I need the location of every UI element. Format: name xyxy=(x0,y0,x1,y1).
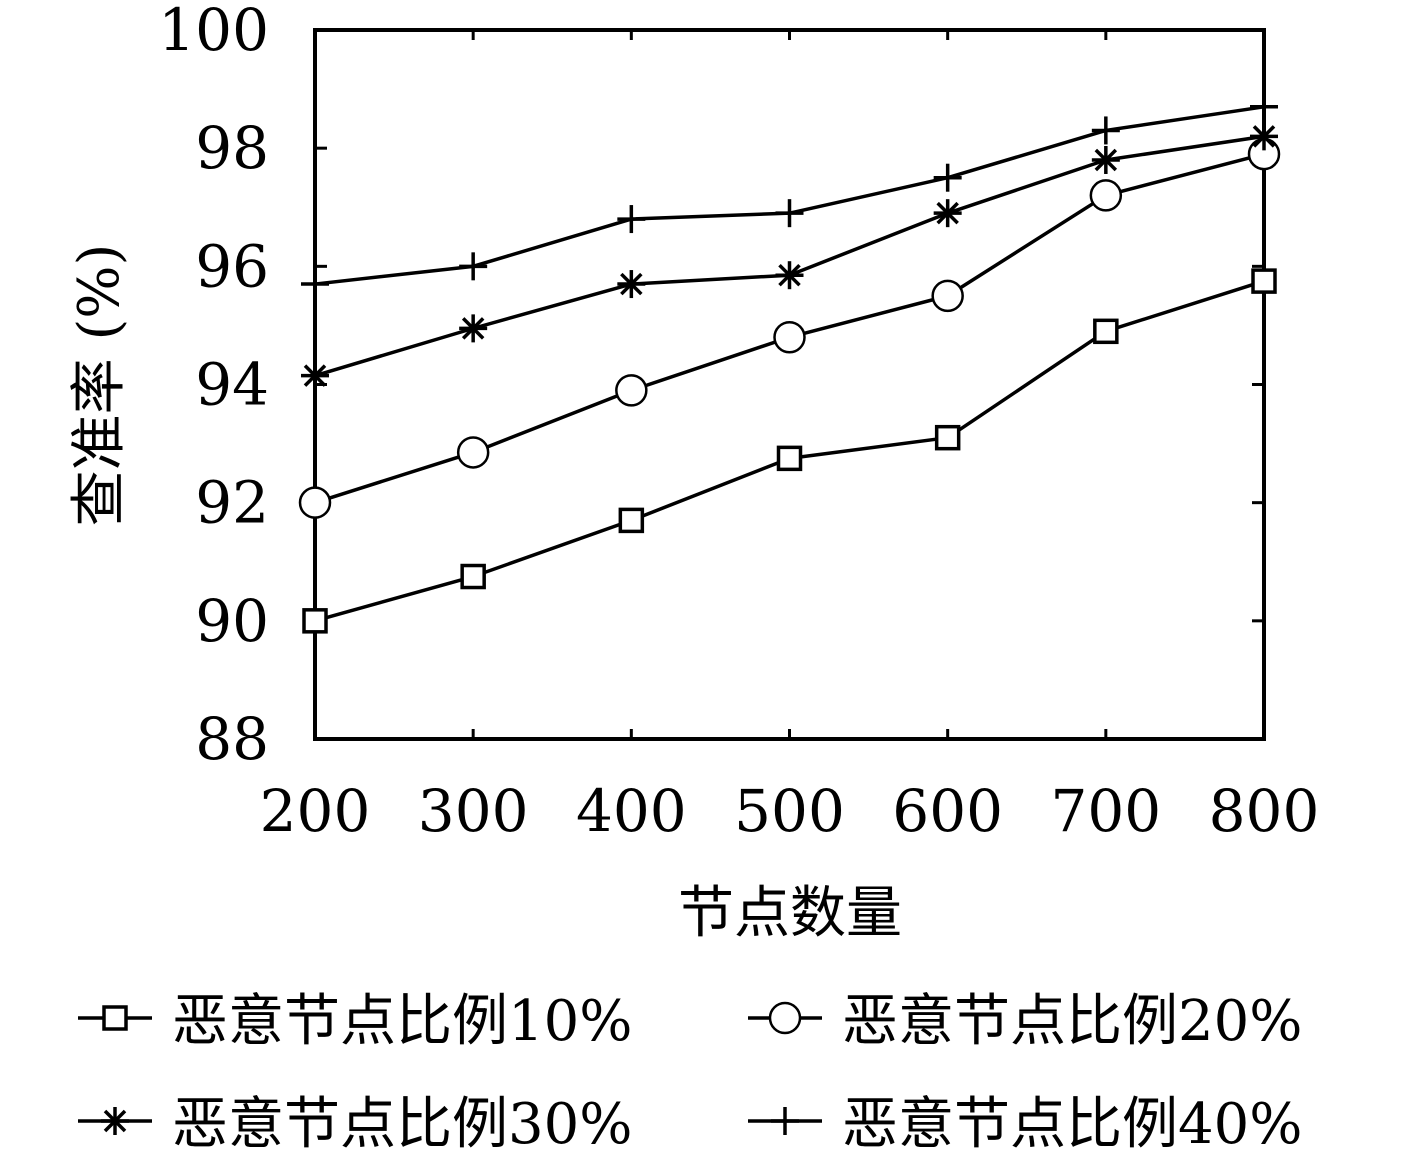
y-tick-label: 88 xyxy=(195,705,269,773)
legend-marker xyxy=(771,1107,799,1135)
data-point xyxy=(1091,145,1120,174)
x-tick-label: 400 xyxy=(576,777,687,845)
legend-label: 恶意节点比例30% xyxy=(172,1092,632,1157)
legend-label: 恶意节点比例20% xyxy=(842,989,1302,1054)
x-tick-label: 300 xyxy=(418,777,529,845)
data-point xyxy=(302,608,328,634)
data-point xyxy=(933,163,962,192)
data-point xyxy=(301,361,329,390)
legend-label: 恶意节点比例10% xyxy=(172,989,632,1054)
y-tick-label: 100 xyxy=(158,0,269,64)
series-3 xyxy=(301,122,1278,390)
data-point xyxy=(298,486,332,519)
legend-marker xyxy=(101,1107,129,1135)
y-tick-label: 92 xyxy=(195,469,269,537)
legend: 恶意节点比例10% 恶意节点比例20% 恶意节点比例30% 恶意节点比例40% xyxy=(78,989,1302,1157)
series-4 xyxy=(301,92,1278,299)
x-tick-label: 800 xyxy=(1209,777,1320,845)
y-tick-label: 98 xyxy=(195,114,269,182)
data-point xyxy=(1091,116,1120,145)
data-point xyxy=(1093,318,1119,345)
x-tick-label: 200 xyxy=(260,777,371,845)
data-point xyxy=(301,270,329,299)
y-axis-title: 查准率 (%) xyxy=(67,244,132,527)
legend-item-3: 恶意节点比例30% xyxy=(78,1092,632,1157)
y-tick-label: 96 xyxy=(195,232,269,300)
data-point xyxy=(934,424,961,451)
data-point xyxy=(1089,179,1123,212)
data-point xyxy=(460,563,486,590)
data-point xyxy=(931,279,964,313)
data-point xyxy=(617,205,646,234)
legend-label: 恶意节点比例40% xyxy=(842,1092,1302,1157)
plot-area: 200 300 400 500 600 700 800 88 90 92 94 96 98 100 xyxy=(158,0,1319,845)
legend-item-4: 恶意节点比例40% xyxy=(748,1092,1302,1157)
data-point xyxy=(1251,268,1277,294)
data-point xyxy=(615,374,648,407)
legend-marker xyxy=(768,1001,802,1035)
x-tick-label: 700 xyxy=(1050,777,1161,845)
data-point xyxy=(617,270,646,299)
y-tick-label: 94 xyxy=(195,351,269,419)
data-point xyxy=(776,445,803,472)
legend-item-2: 恶意节点比例20% xyxy=(748,989,1302,1054)
legend-item-1: 恶意节点比例10% xyxy=(78,989,632,1054)
data-point xyxy=(933,199,962,228)
y-tick-label: 90 xyxy=(195,587,269,655)
series-1 xyxy=(302,268,1277,634)
data-point xyxy=(459,314,488,343)
data-point xyxy=(773,320,806,354)
data-point xyxy=(456,436,490,469)
x-tick-label: 600 xyxy=(892,777,1003,845)
data-point xyxy=(1250,92,1278,121)
series-2 xyxy=(298,137,1281,519)
data-point xyxy=(1250,122,1278,151)
x-tick-label: 500 xyxy=(734,777,845,845)
data-point xyxy=(618,507,645,534)
x-axis-title: 节点数量 xyxy=(678,881,902,946)
legend-marker xyxy=(102,1005,128,1031)
axes-frame xyxy=(313,28,1266,741)
data-point xyxy=(775,261,804,290)
data-point xyxy=(775,199,804,228)
data-point xyxy=(459,252,488,281)
